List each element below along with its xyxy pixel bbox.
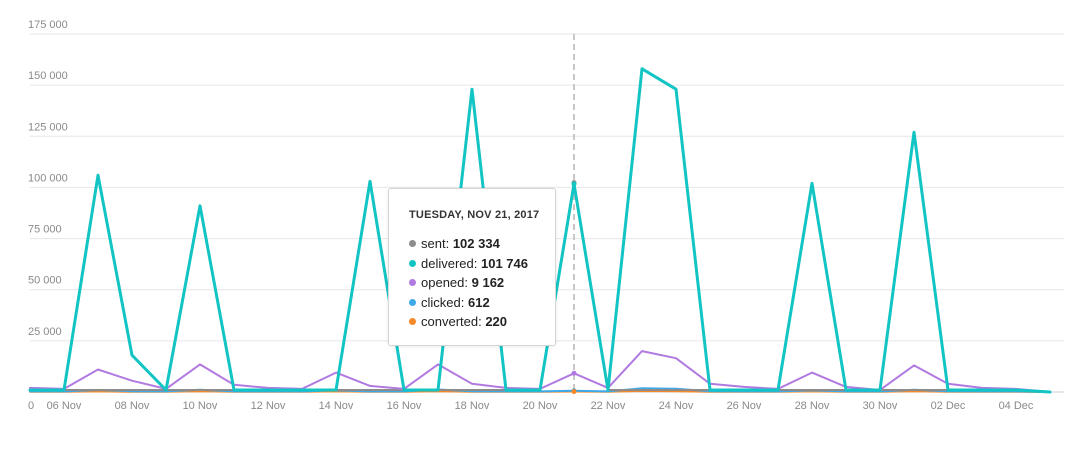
tooltip-title: TUESDAY, NOV 21, 2017 <box>409 209 540 221</box>
x-tick-label: 08 Nov <box>115 400 150 412</box>
y-tick-label: 50 000 <box>28 275 62 287</box>
tooltip-value: 612 <box>467 294 490 310</box>
tooltip-label: converted: <box>421 314 482 329</box>
x-tick-label: 16 Nov <box>387 400 422 412</box>
y-tick-label: 75 000 <box>28 224 62 236</box>
x-tick-label: 22 Nov <box>591 400 626 412</box>
x-tick-label: 14 Nov <box>319 400 354 412</box>
x-tick-label: 12 Nov <box>251 400 286 412</box>
x-tick-label: 06 Nov <box>47 400 82 412</box>
series-lines <box>28 67 1052 395</box>
x-tick-label: 28 Nov <box>795 400 830 412</box>
tooltip: TUESDAY, NOV 21, 2017 sent: 102 334 deli… <box>388 188 556 346</box>
highlight-point-converted <box>571 389 577 395</box>
tooltip-row-opened: opened: 9 162 <box>409 273 555 293</box>
x-tick-label: 0 <box>28 400 34 412</box>
tooltip-row-sent: sent: 102 334 <box>409 234 555 254</box>
y-tick-label: 150 000 <box>28 70 68 82</box>
x-tick-label: 10 Nov <box>183 400 218 412</box>
tooltip-row-clicked: clicked: 612 <box>409 293 555 313</box>
tooltip-value: 101 746 <box>481 255 528 271</box>
y-tick-label: 25 000 <box>28 326 62 338</box>
series-line-delivered <box>28 67 1052 394</box>
tooltip-value: 102 334 <box>452 236 500 251</box>
tooltip-row-converted: converted: 220 <box>409 312 555 332</box>
x-tick-label: 02 Dec <box>931 400 966 412</box>
tooltip-label: clicked: <box>421 294 465 310</box>
x-tick-label: 04 Dec <box>999 400 1034 412</box>
legend-dot-icon <box>409 298 416 306</box>
tooltip-value: 9 162 <box>471 275 505 290</box>
legend-dot-icon <box>409 240 416 247</box>
legend-dot-icon <box>409 318 416 325</box>
y-tick-label: 175 000 <box>28 19 68 31</box>
legend-dot-icon <box>409 279 416 286</box>
highlight-point-delivered <box>571 181 577 187</box>
axes: 25 000 50 000 75 000 100 000 125 000 150 000 1… <box>28 19 1064 412</box>
x-tick-label: 30 Nov <box>863 400 898 412</box>
legend-dot-icon <box>409 259 416 267</box>
x-tick-label: 18 Nov <box>455 400 490 412</box>
tooltip-value: 220 <box>485 314 508 329</box>
x-tick-label: 26 Nov <box>727 400 762 412</box>
tooltip-label: sent: <box>421 236 450 251</box>
tooltip-label: delivered: <box>421 255 478 271</box>
highlight-point-opened <box>571 370 577 376</box>
tooltip-label: opened: <box>421 275 468 290</box>
x-tick-label: 24 Nov <box>659 400 694 412</box>
tooltip-row-delivered: delivered: 101 746 <box>409 254 555 274</box>
x-tick-label: 20 Nov <box>523 400 558 412</box>
y-tick-label: 100 000 <box>28 172 68 184</box>
y-tick-label: 125 000 <box>28 121 68 133</box>
